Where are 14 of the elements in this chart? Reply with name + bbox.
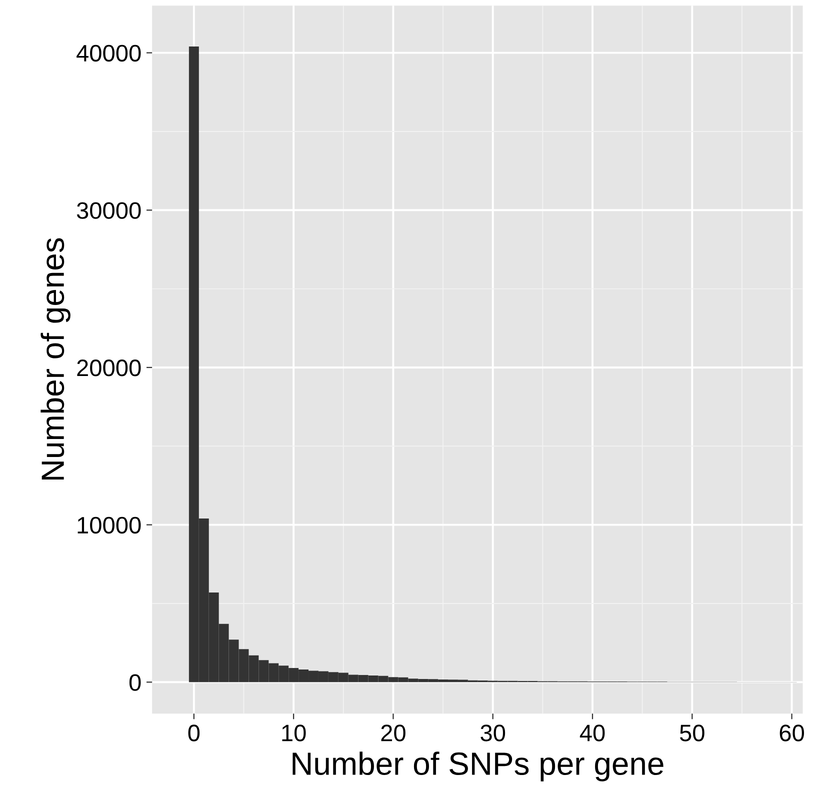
x-tick-label: 0 <box>188 724 200 742</box>
y-tick-label: 10000 <box>78 516 141 534</box>
x-tick-label: 20 <box>381 724 406 742</box>
x-tick-label: 60 <box>780 724 804 742</box>
x-tick-label: 30 <box>480 724 506 742</box>
y-tick-label: 0 <box>129 674 141 691</box>
y-axis-title: Number of genes <box>40 238 70 480</box>
y-tick-label: 20000 <box>77 360 141 376</box>
y-tick-label: 40000 <box>76 44 141 62</box>
x-tick-label: 10 <box>282 724 306 742</box>
y-tick-label: 30000 <box>76 202 141 219</box>
x-tick-label: 40 <box>580 724 605 742</box>
x-axis-title: Number of SNPs per gene <box>292 752 664 782</box>
x-tick-label: 50 <box>680 724 704 742</box>
